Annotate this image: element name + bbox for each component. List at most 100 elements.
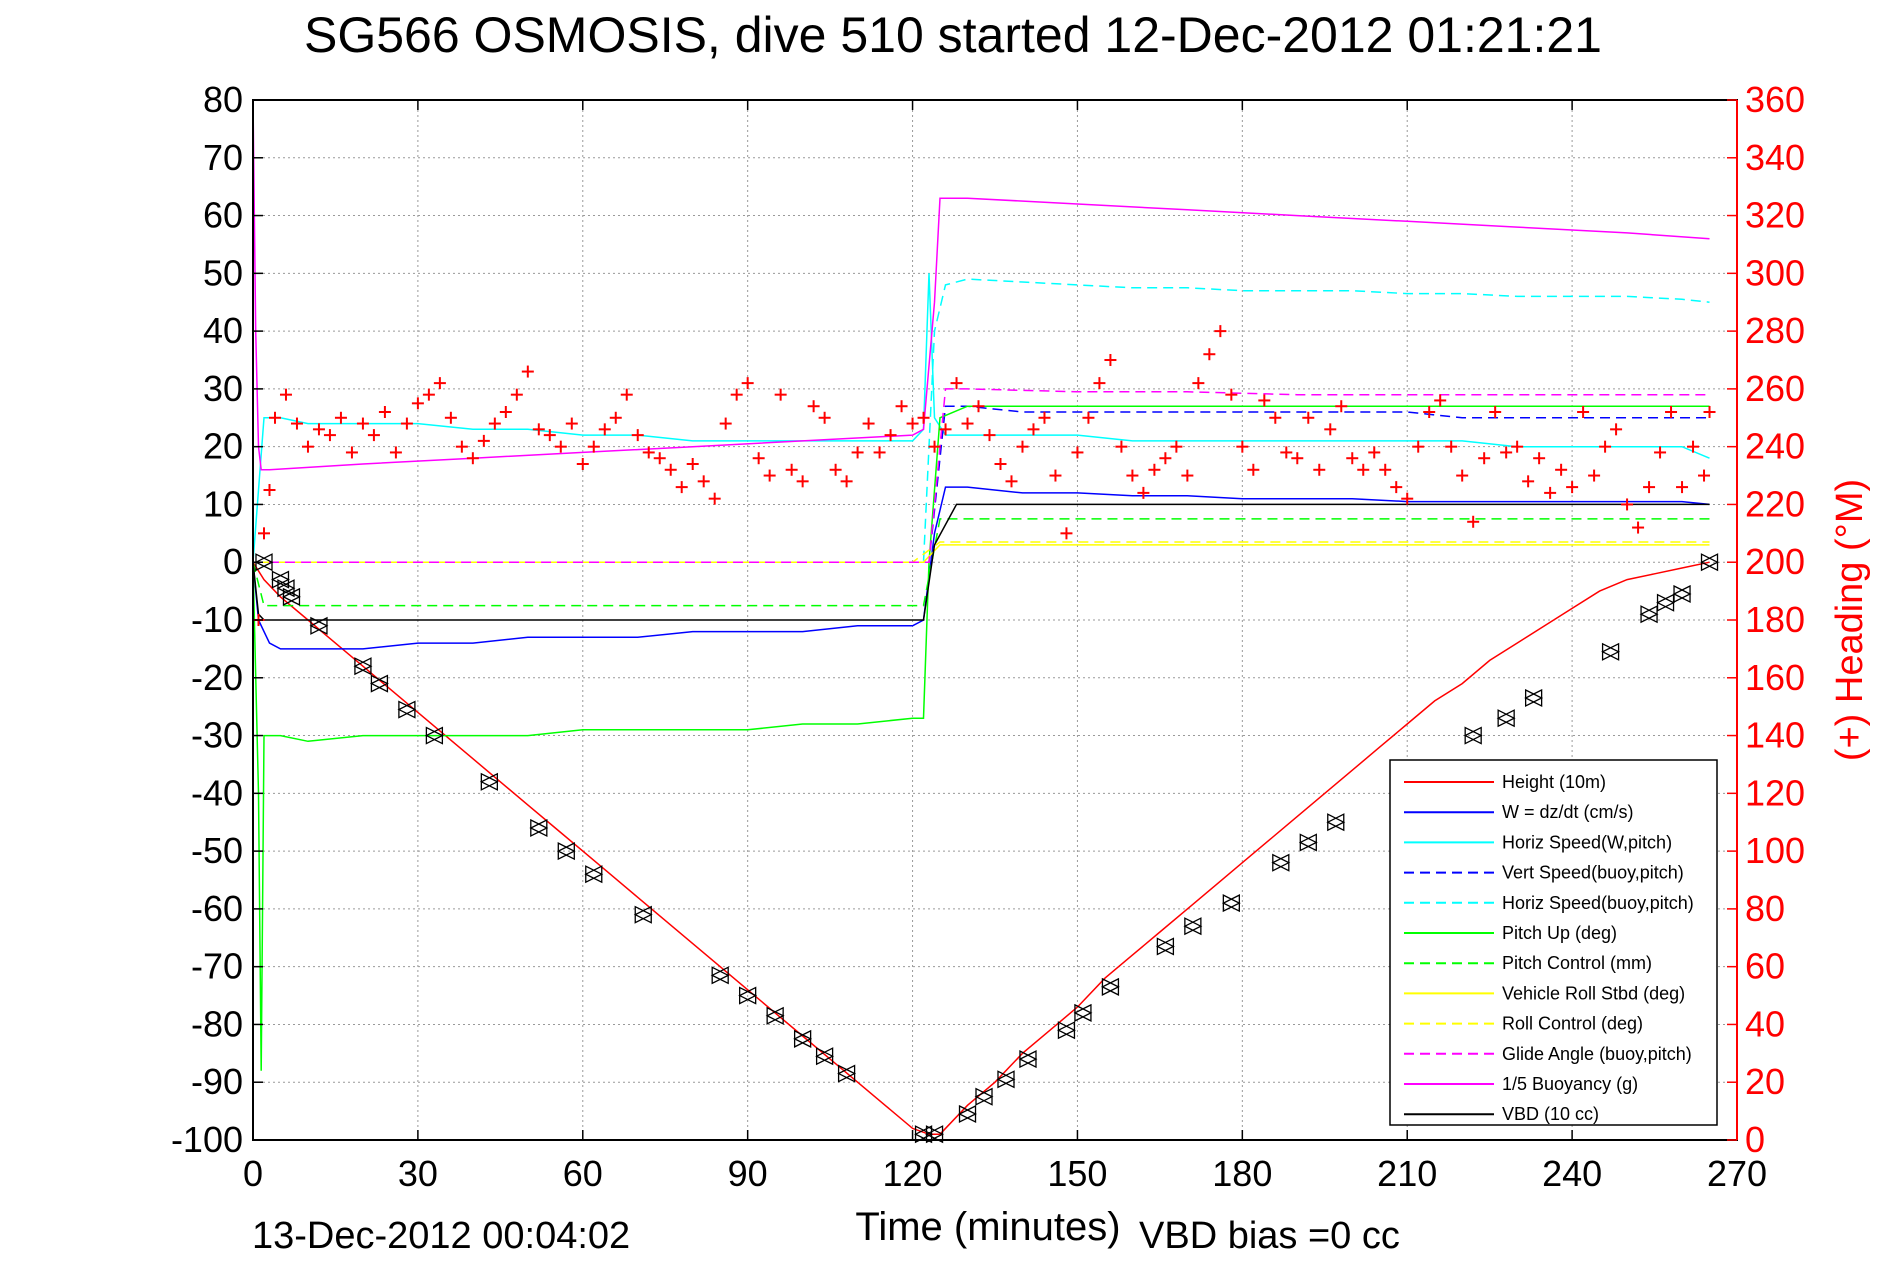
depth-marker: [1056, 1021, 1076, 1040]
heading-point: [1181, 469, 1194, 482]
heading-point: [851, 446, 864, 459]
depth-marker: [1326, 813, 1346, 832]
depth-marker-triangle-left: [271, 570, 290, 589]
legend-label-6: Pitch Up (deg): [1502, 923, 1617, 943]
heading-point: [1115, 440, 1128, 453]
heading-point: [950, 377, 963, 390]
heading-point: [587, 440, 600, 453]
heading-point: [1016, 440, 1029, 453]
depth-marker: [1018, 1050, 1038, 1069]
heading-point: [1577, 406, 1590, 418]
depth-marker-triangle-left: [974, 1087, 993, 1106]
heading-point: [1247, 463, 1260, 476]
heading-point: [433, 377, 446, 390]
heading-point: [1291, 452, 1304, 465]
y-right-tick-label: 220: [1745, 483, 1805, 524]
y-tick-label: 0: [223, 541, 243, 582]
depth-marker: [1183, 917, 1203, 936]
heading-point: [1390, 481, 1403, 494]
y-tick-label: 70: [203, 137, 243, 178]
heading-point: [763, 469, 776, 482]
heading-point: [631, 429, 644, 442]
heading-point: [906, 417, 919, 430]
legend-label-10: Glide Angle (buoy,pitch): [1502, 1044, 1692, 1064]
x-tick-label: 270: [1707, 1153, 1767, 1194]
heading-point: [268, 411, 281, 424]
heading-point: [884, 429, 897, 442]
x-tick-label: 210: [1377, 1153, 1437, 1194]
heading-point: [609, 411, 622, 424]
depth-marker: [1221, 894, 1241, 913]
y-right-tick-label: 0: [1745, 1119, 1765, 1160]
depth-marker: [925, 1125, 944, 1144]
heading-point: [1203, 348, 1216, 361]
heading-point: [972, 400, 985, 413]
heading-point: [1489, 406, 1502, 418]
y-right-tick-label: 300: [1745, 252, 1805, 293]
depth-marker-triangle-left: [1524, 688, 1543, 708]
heading-point: [1511, 440, 1524, 453]
heading-point: [961, 417, 974, 430]
depth-marker-triangle-left: [958, 1104, 977, 1124]
depth-marker: [1463, 726, 1483, 745]
depth-marker-triangle-left: [1326, 813, 1345, 832]
y-tick-label: -10: [191, 599, 243, 640]
y-right-tick-label: 80: [1745, 888, 1785, 929]
y-right-tick-label: 260: [1745, 368, 1805, 409]
heading-point: [895, 400, 908, 413]
depth-marker-triangle-left: [309, 616, 328, 635]
heading-point: [917, 411, 930, 424]
depth-marker: [1271, 853, 1291, 872]
heading-point: [873, 446, 886, 459]
y-right-tick-label: 320: [1745, 195, 1805, 236]
heading-markers: [252, 325, 1716, 626]
series-line-3: [252, 273, 1710, 563]
heading-point: [510, 388, 523, 401]
heading-point: [1049, 469, 1062, 482]
depth-marker-triangle-left: [276, 579, 295, 598]
heading-point: [1104, 354, 1117, 366]
depth-marker-triangle-left: [1221, 894, 1240, 913]
heading-point: [1643, 481, 1656, 494]
depth-marker-triangle-left: [738, 986, 757, 1005]
depth-marker: [309, 616, 329, 635]
series-line-11: [252, 99, 1710, 471]
y-tick-label: -100: [171, 1119, 243, 1160]
depth-marker: [1496, 709, 1516, 728]
heading-point: [1621, 498, 1634, 511]
depth-marker-triangle-left: [397, 700, 416, 719]
heading-point: [532, 423, 545, 436]
depth-marker: [584, 865, 604, 884]
chart-title: SG566 OSMOSIS, dive 510 started 12-Dec-2…: [304, 7, 1602, 63]
y-tick-label: 30: [203, 368, 243, 409]
depth-marker: [996, 1070, 1016, 1089]
heading-point: [1703, 406, 1716, 418]
depth-marker-triangle-left: [1601, 642, 1620, 661]
depth-marker: [1524, 688, 1544, 708]
y-tick-label: 50: [203, 252, 243, 293]
y-axis-left: 80 70 60 50 40 30 20 10 0 -10 -20 -30 -40 -50 -60 -70 -8…: [171, 79, 263, 1160]
depth-marker: [974, 1087, 994, 1106]
y-tick-label: -90: [191, 1061, 243, 1102]
y-tick-label: 20: [203, 426, 243, 467]
legend-label-8: Vehicle Roll Stbd (deg): [1502, 983, 1685, 1003]
x-tick-label: 120: [883, 1153, 943, 1194]
heading-point: [620, 388, 633, 401]
depth-marker-triangle-left: [815, 1047, 834, 1066]
heading-point: [675, 481, 688, 494]
heading-point: [411, 397, 424, 410]
y-right-tick-label: 360: [1745, 79, 1805, 120]
depth-marker: [1601, 642, 1621, 661]
depth-marker: [369, 674, 389, 693]
depth-marker: [424, 726, 444, 745]
depth-marker: [815, 1047, 835, 1066]
y-right-tick-label: 20: [1745, 1061, 1785, 1102]
series-line-10: [253, 388, 1710, 563]
depth-marker: [276, 579, 296, 598]
y-right-tick-label: 180: [1745, 599, 1805, 640]
depth-marker-triangle-left: [996, 1070, 1015, 1089]
legend-label-7: Pitch Control (mm): [1502, 953, 1652, 973]
x-tick-label: 30: [398, 1153, 438, 1194]
x-tick-label: 240: [1542, 1153, 1602, 1194]
heading-point: [543, 429, 556, 442]
